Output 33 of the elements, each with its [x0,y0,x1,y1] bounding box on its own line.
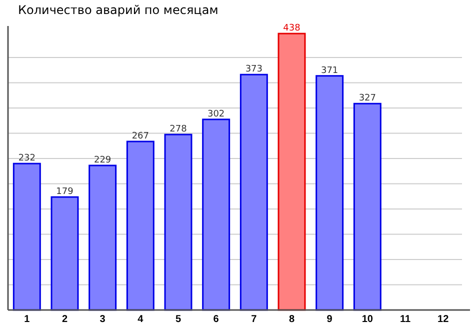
x-tick-label: 5 [175,314,182,323]
bar [126,140,154,311]
bar [164,134,192,311]
data-label: 373 [245,64,263,75]
x-tick-label: 9 [326,314,333,323]
bar [240,74,268,311]
data-label: 278 [170,124,188,135]
x-tick-label: 12 [438,314,450,323]
data-label: 179 [56,187,74,198]
data-label: 327 [358,94,376,104]
bar [202,118,230,311]
x-tick-label: 1 [24,314,30,323]
data-label: 438 [283,24,301,34]
bar [353,102,382,311]
x-tick-label: 7 [251,314,258,323]
chart-title: Количество аварий по месяцам [18,3,218,17]
bar [12,162,41,311]
data-label: 371 [320,66,338,76]
x-tick-label: 6 [213,314,220,323]
data-label: 267 [132,131,150,142]
x-tick-label: 3 [100,314,106,323]
x-tick-label: 2 [62,314,68,323]
bar [88,164,117,311]
x-tick-label: 11 [400,314,411,323]
x-tick-label: 10 [362,314,374,323]
data-label: 232 [18,154,36,164]
bar [316,75,344,311]
bar [50,196,79,311]
data-label: 229 [94,155,112,166]
data-label: 302 [207,109,225,120]
bar [278,32,306,311]
x-tick-label: 4 [138,314,144,323]
x-tick-label: 8 [288,314,295,323]
